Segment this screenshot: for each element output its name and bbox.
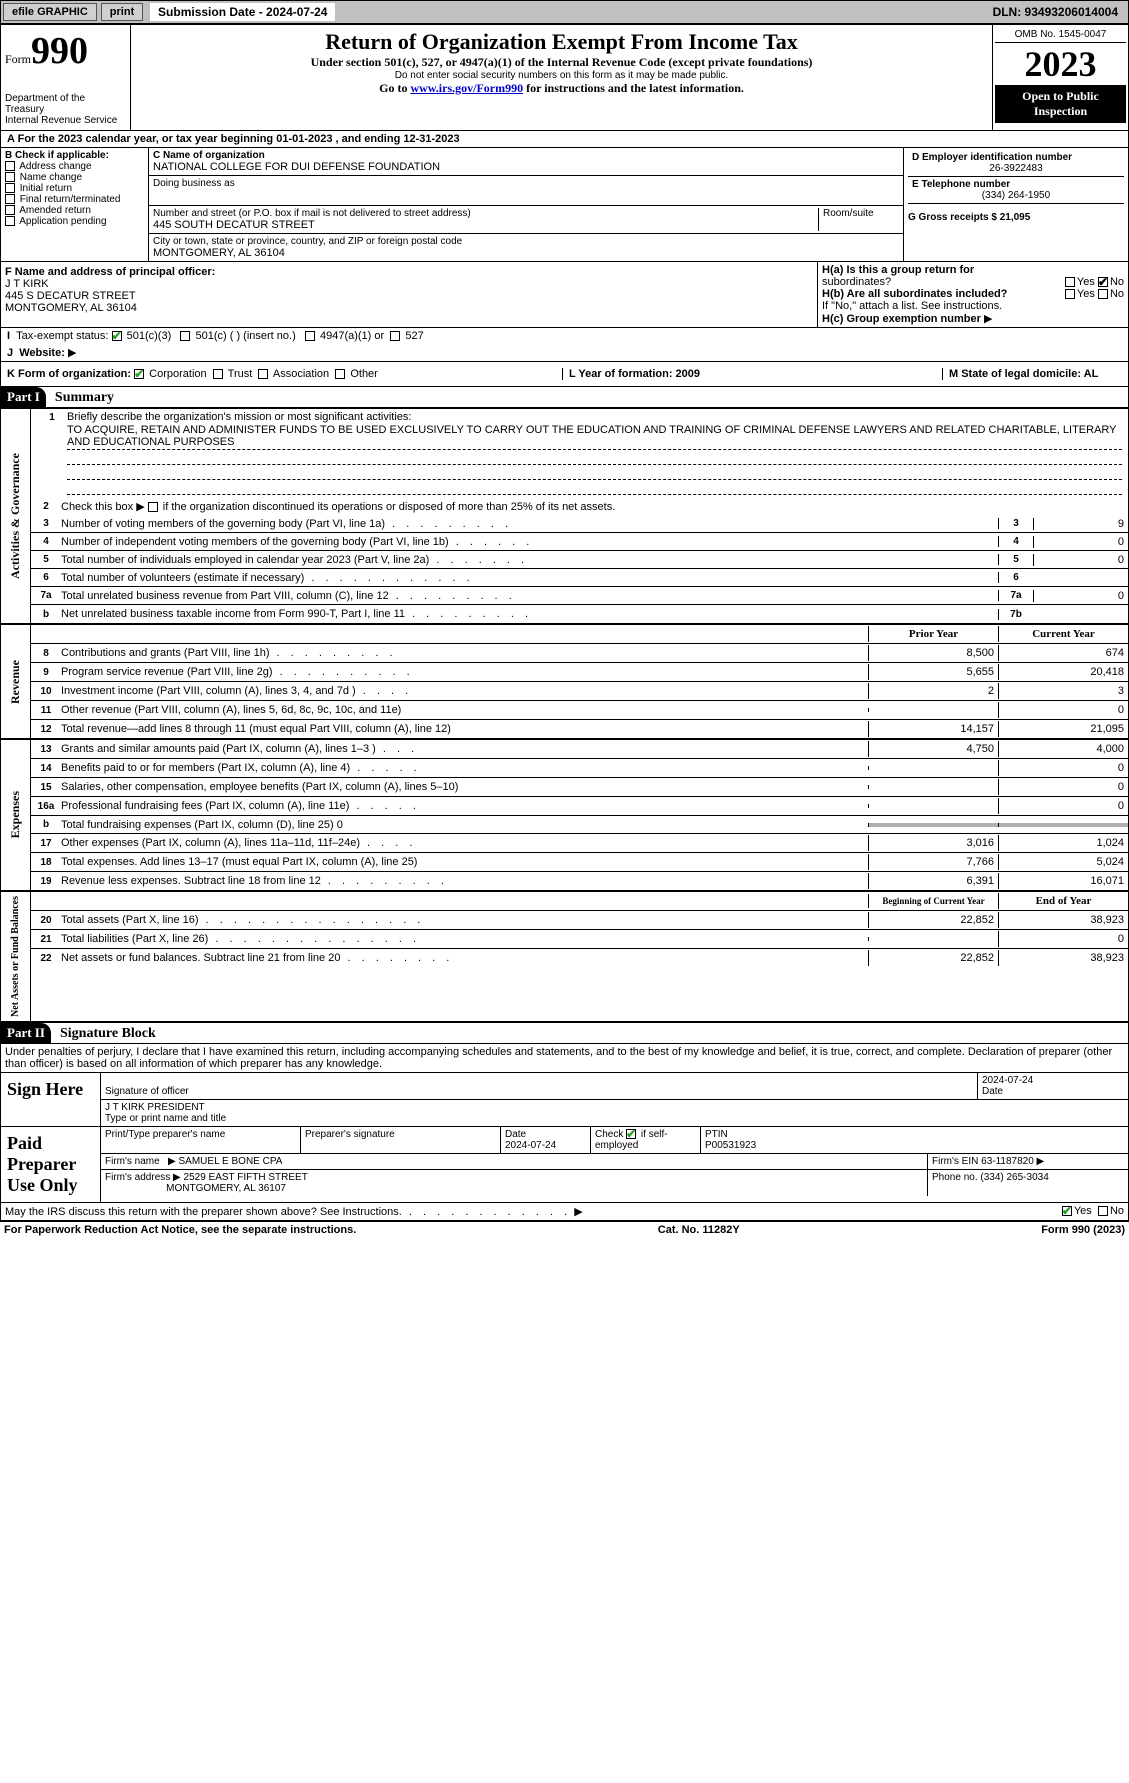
footer: For Paperwork Reduction Act Notice, see … [0,1221,1129,1238]
activities-gov: Activities & Governance 1Briefly describ… [1,409,1128,625]
header-left: Form990 Department of the Treasury Inter… [1,25,131,130]
assoc-cb[interactable] [258,369,268,379]
amended-cb[interactable] [5,205,15,215]
row-i: I Tax-exempt status: 501(c)(3) 501(c) ( … [1,328,1128,344]
4947-cb[interactable] [305,331,315,341]
part1-hdr: Part I Summary [1,387,1128,409]
a-taxyear: A For the 2023 calendar year, or tax yea… [1,131,1128,148]
self-emp-cb[interactable] [626,1129,636,1139]
netassets: Net Assets or Fund Balances Beginning of… [1,892,1128,1023]
paid-preparer: Paid Preparer Use Only Print/Type prepar… [0,1127,1129,1203]
527-cb[interactable] [390,331,400,341]
trust-cb[interactable] [213,369,223,379]
addr-change-cb[interactable] [5,161,15,171]
efile-label: efile GRAPHIC [3,3,97,21]
box-h: H(a) Is this a group return for subordin… [818,262,1128,327]
revenue: Revenue Prior YearCurrent Year 8Contribu… [1,625,1128,740]
print-button[interactable]: print [101,3,143,21]
hb-yes-cb[interactable] [1065,289,1075,299]
hb-no-cb[interactable] [1098,289,1108,299]
box-c: C Name of organization NATIONAL COLLEGE … [149,148,903,261]
ha-yes-cb[interactable] [1065,277,1075,287]
pending-cb[interactable] [5,216,15,226]
final-cb[interactable] [5,194,15,204]
l2-cb[interactable] [148,502,158,512]
header-mid: Return of Organization Exempt From Incom… [131,25,993,130]
row-j: J Website: ▶ [1,344,1128,362]
initial-cb[interactable] [5,183,15,193]
form-container: Form990 Department of the Treasury Inter… [0,24,1129,1073]
may-discuss: May the IRS discuss this return with the… [0,1203,1129,1221]
expenses: Expenses 13Grants and similar amounts pa… [1,740,1128,892]
name-change-cb[interactable] [5,172,15,182]
submission-date: Submission Date - 2024-07-24 [150,3,335,21]
box-b: B Check if applicable: Address change Na… [1,148,149,261]
irs-link[interactable]: www.irs.gov/Form990 [410,81,523,95]
other-cb[interactable] [335,369,345,379]
row-fh: F Name and address of principal officer:… [1,262,1128,328]
501c3-cb[interactable] [112,331,122,341]
topbar: efile GRAPHIC print Submission Date - 20… [0,0,1129,24]
501c-cb[interactable] [180,331,190,341]
part2-hdr: Part II Signature Block [1,1023,1128,1044]
box-deg: D Employer identification number 26-3922… [903,148,1128,261]
box-f: F Name and address of principal officer:… [1,262,818,327]
corp-cb[interactable] [134,369,144,379]
discuss-yes-cb[interactable] [1062,1206,1072,1216]
dln: DLN: 93493206014004 [993,5,1126,19]
header-row: Form990 Department of the Treasury Inter… [1,25,1128,131]
header-right: OMB No. 1545-0047 2023 Open to Public In… [993,25,1128,130]
sign-here: Sign Here Signature of officer 2024-07-2… [0,1073,1129,1127]
row-klm: K Form of organization: Corporation Trus… [1,362,1128,387]
ha-no-cb[interactable] [1098,277,1108,287]
discuss-no-cb[interactable] [1098,1206,1108,1216]
row-bcdeg: B Check if applicable: Address change Na… [1,148,1128,262]
declaration: Under penalties of perjury, I declare th… [1,1044,1128,1072]
